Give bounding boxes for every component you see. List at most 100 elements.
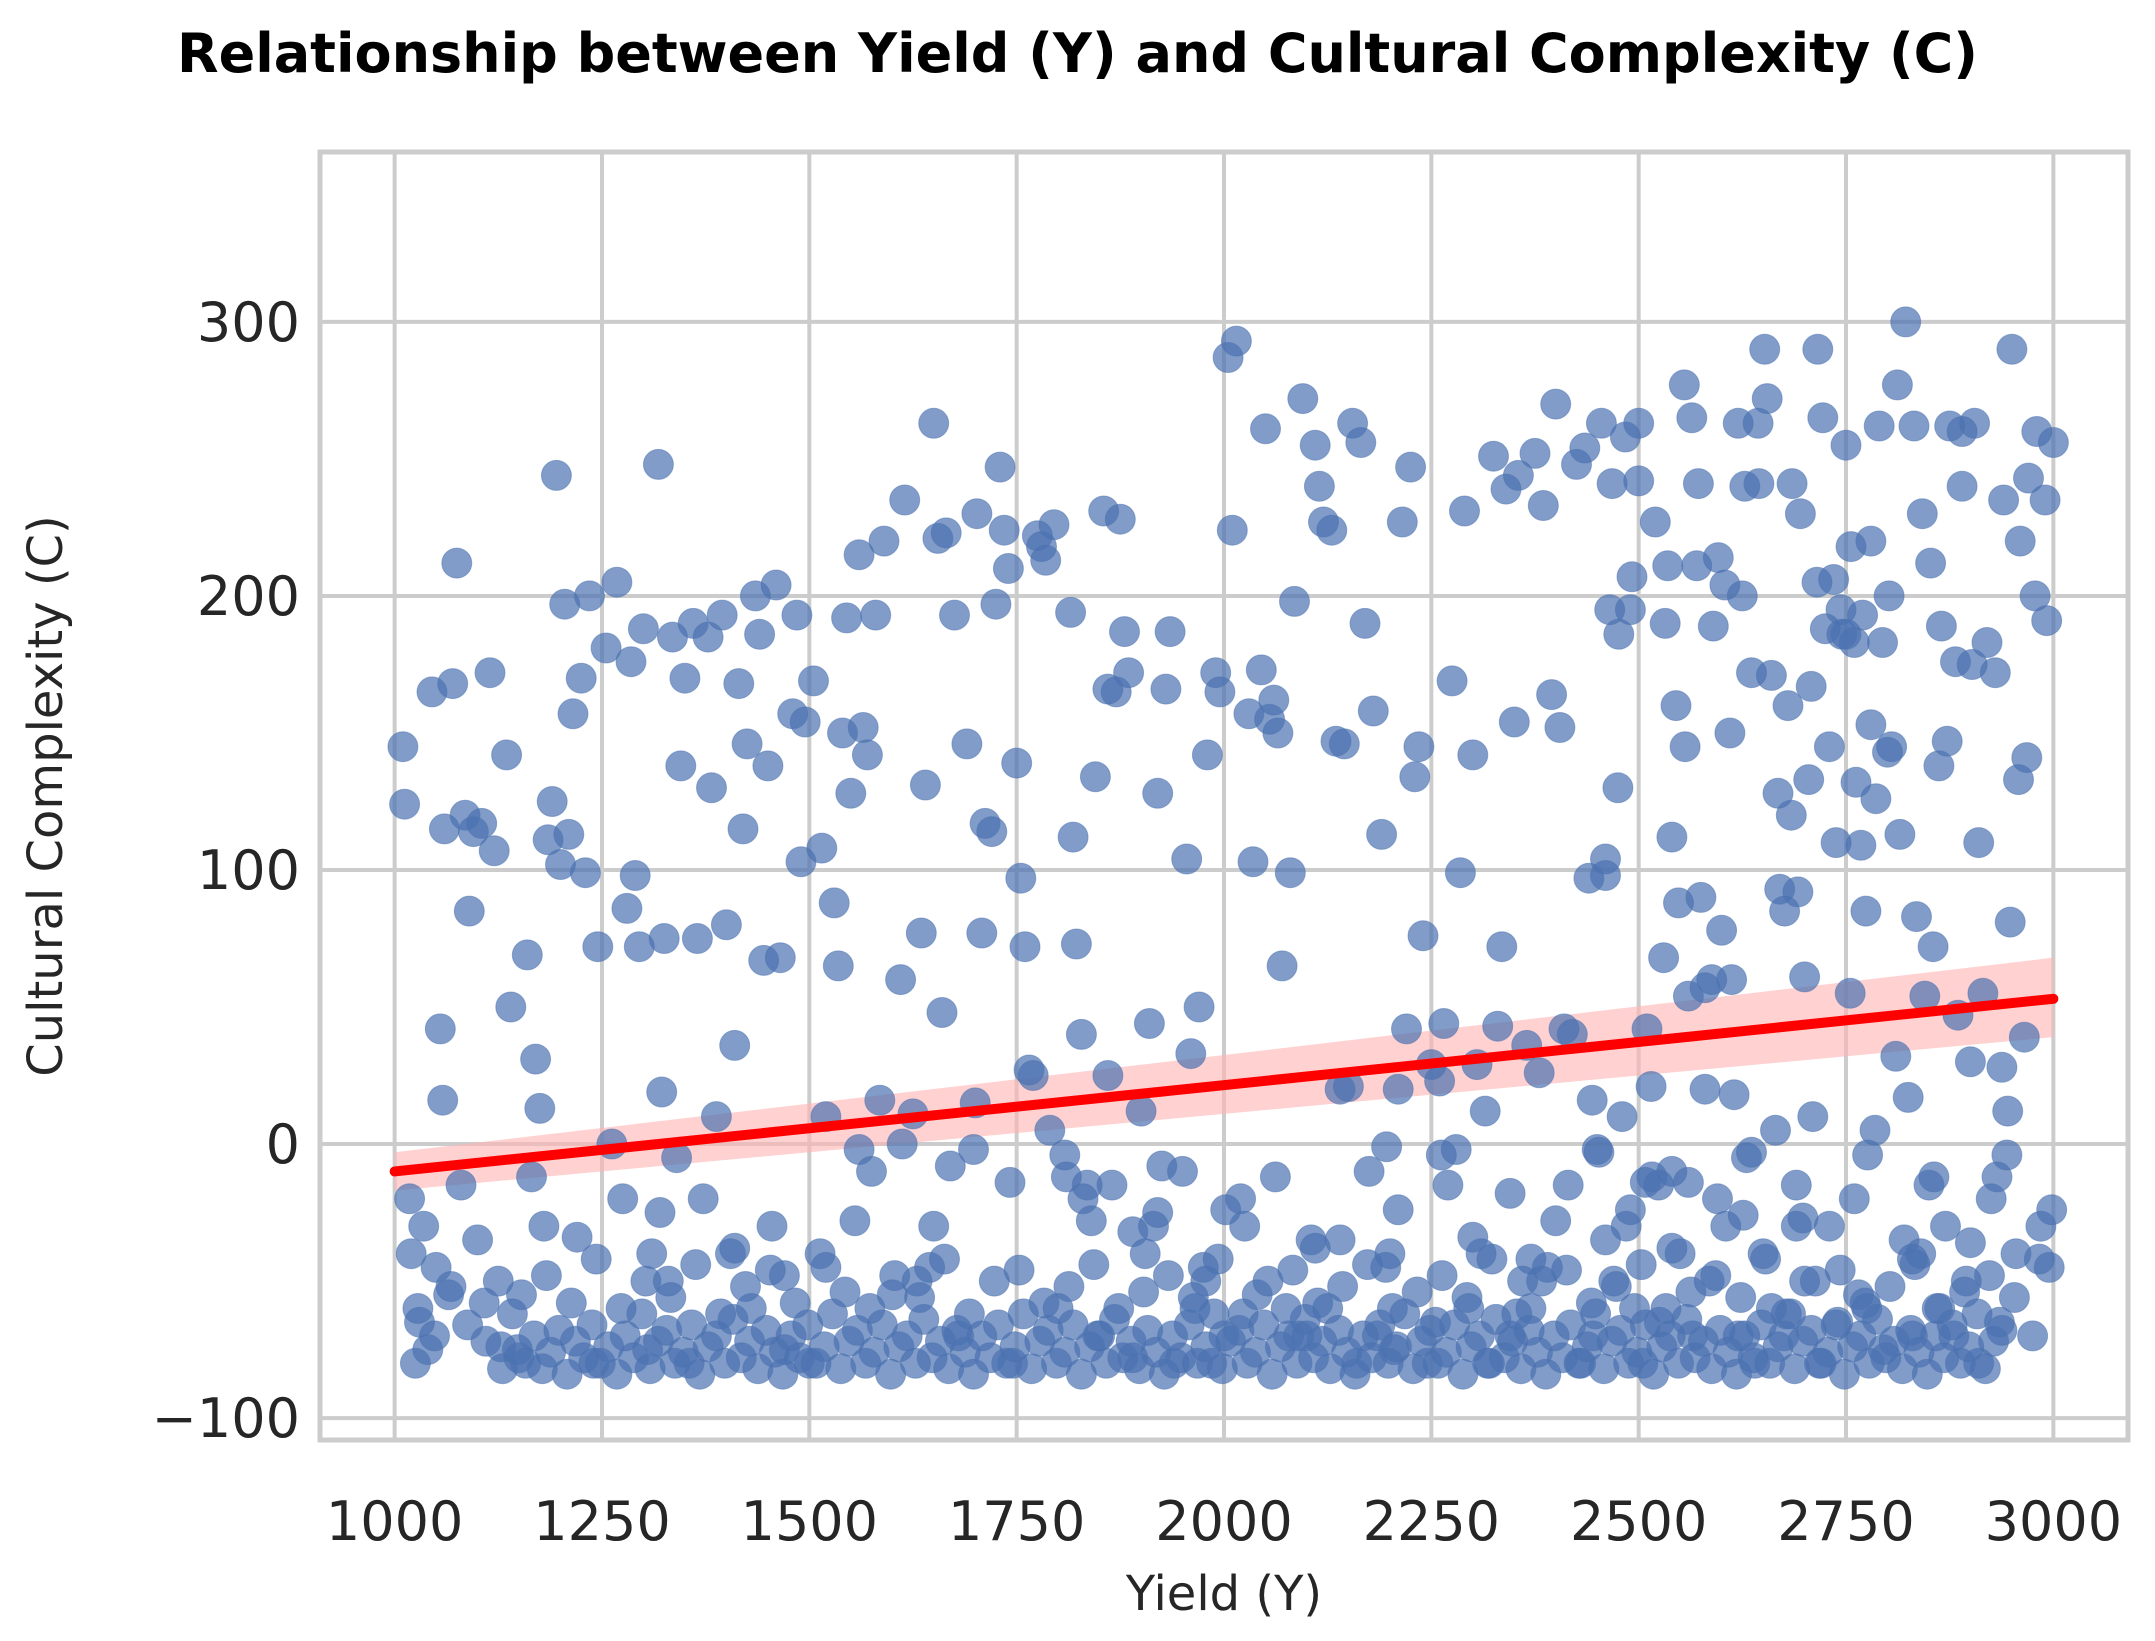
scatter-point	[1874, 1271, 1906, 1302]
scatter-point	[607, 1183, 639, 1215]
scatter-point	[831, 602, 863, 634]
scatter-point	[1954, 1227, 1986, 1259]
x-tick-label: 1000	[326, 1490, 463, 1553]
scatter-point	[1930, 1210, 1961, 1242]
scatter-point	[530, 1260, 562, 1292]
scatter-point	[1901, 901, 1932, 933]
scatter-point	[540, 459, 572, 491]
scatter-point	[1457, 739, 1489, 771]
scatter-point	[764, 942, 796, 974]
scatter-point	[1706, 914, 1738, 946]
scatter-point	[1133, 1008, 1165, 1039]
scatter-point	[1009, 931, 1041, 963]
scatter-point	[719, 1232, 751, 1264]
grid-lines	[320, 152, 2128, 1440]
y-tick-labels: −100 0 100 200 300	[152, 291, 300, 1450]
scatter-point	[2008, 1021, 2040, 1053]
scatter-point	[424, 1013, 456, 1045]
scatter-point	[756, 1210, 788, 1242]
scatter-point	[1722, 407, 1754, 439]
scatter-point	[1575, 1287, 1607, 1319]
scatter-point	[1963, 827, 1995, 859]
scatter-point	[1060, 928, 1092, 960]
scatter-point	[482, 1265, 514, 1297]
x-tick-label: 1500	[741, 1490, 878, 1553]
scatter-point	[1403, 731, 1435, 763]
scatter-point	[904, 1282, 936, 1313]
scatter-point	[864, 1084, 896, 1116]
scatter-point	[394, 1183, 426, 1215]
scatter-point	[474, 657, 506, 689]
scatter-point	[520, 1043, 552, 1075]
scatter-point	[984, 451, 1016, 483]
scatter-point	[1371, 1131, 1403, 1163]
y-tick-label: 100	[197, 839, 300, 902]
scatter-point	[1552, 1169, 1584, 1201]
scatter-point	[1287, 383, 1319, 415]
scatter-point	[627, 613, 659, 645]
scatter-point	[710, 909, 742, 941]
scatter-point	[1689, 1073, 1721, 1105]
scatter-point	[1274, 857, 1306, 889]
scatter-point	[669, 662, 701, 694]
scatter-point	[1113, 657, 1145, 689]
scatter-point	[1055, 596, 1087, 628]
scatter-point	[1780, 1169, 1812, 1201]
scatter-point	[496, 1298, 528, 1330]
scatter-point	[2023, 1243, 2055, 1275]
scatter-point	[1602, 772, 1634, 804]
scatter-point	[655, 1282, 687, 1313]
scatter-point	[1399, 761, 1431, 793]
scatter-point	[644, 1197, 676, 1228]
scatter-point	[1576, 1084, 1608, 1116]
scatter-point	[2029, 484, 2061, 516]
scatter-point	[1092, 1060, 1124, 1091]
scatter-point	[1772, 690, 1804, 722]
scatter-point	[839, 1205, 871, 1237]
scatter-point	[1775, 1298, 1806, 1330]
scatter-point	[934, 1150, 966, 1182]
scatter-point	[988, 514, 1020, 546]
scatter-point	[1873, 580, 1905, 612]
scatter-point	[1432, 1169, 1464, 1201]
scatter-point	[495, 991, 527, 1023]
scatter-point	[1855, 709, 1887, 741]
scatter-point	[1797, 1101, 1829, 1133]
scatter-point	[835, 777, 867, 809]
scatter-point	[630, 1265, 662, 1297]
scatter-point	[1494, 1177, 1526, 1209]
scatter-point	[1988, 484, 2020, 516]
scatter-point	[1005, 862, 1037, 894]
scatter-point	[1656, 1232, 1688, 1264]
scatter-point	[1718, 1079, 1750, 1111]
scatter-point	[1352, 1249, 1383, 1281]
scatter-point	[1345, 427, 1377, 458]
scatter-point	[1780, 1210, 1812, 1242]
scatter-point	[1714, 717, 1746, 749]
scatter-point	[1220, 325, 1252, 357]
scatter-point	[1382, 1194, 1414, 1226]
scatter-point	[485, 1331, 517, 1363]
scatter-point	[615, 646, 647, 678]
scatter-point	[1669, 731, 1701, 763]
scatter-point	[926, 997, 958, 1028]
scatter-point	[1663, 887, 1694, 919]
scatter-point	[851, 739, 883, 771]
scatter-point	[435, 1271, 467, 1302]
scatter-point	[905, 917, 937, 949]
scatter-point	[1237, 846, 1269, 878]
scatter-point	[1128, 1276, 1160, 1308]
scatter-point	[1117, 1216, 1149, 1248]
scatter-point	[723, 668, 755, 700]
scatter-point	[687, 1183, 719, 1215]
scatter-point	[1986, 1314, 2018, 1346]
scatter-point	[1386, 506, 1418, 538]
scatter-point	[1216, 514, 1248, 546]
y-tick-label: 200	[197, 565, 300, 628]
scatter-point	[419, 1320, 450, 1352]
x-tick-label: 2500	[1570, 1490, 1707, 1553]
scatter-point	[958, 1134, 989, 1165]
scatter-point	[885, 964, 917, 996]
scatter-point	[1190, 1265, 1222, 1297]
scatter-point	[1890, 306, 1922, 338]
